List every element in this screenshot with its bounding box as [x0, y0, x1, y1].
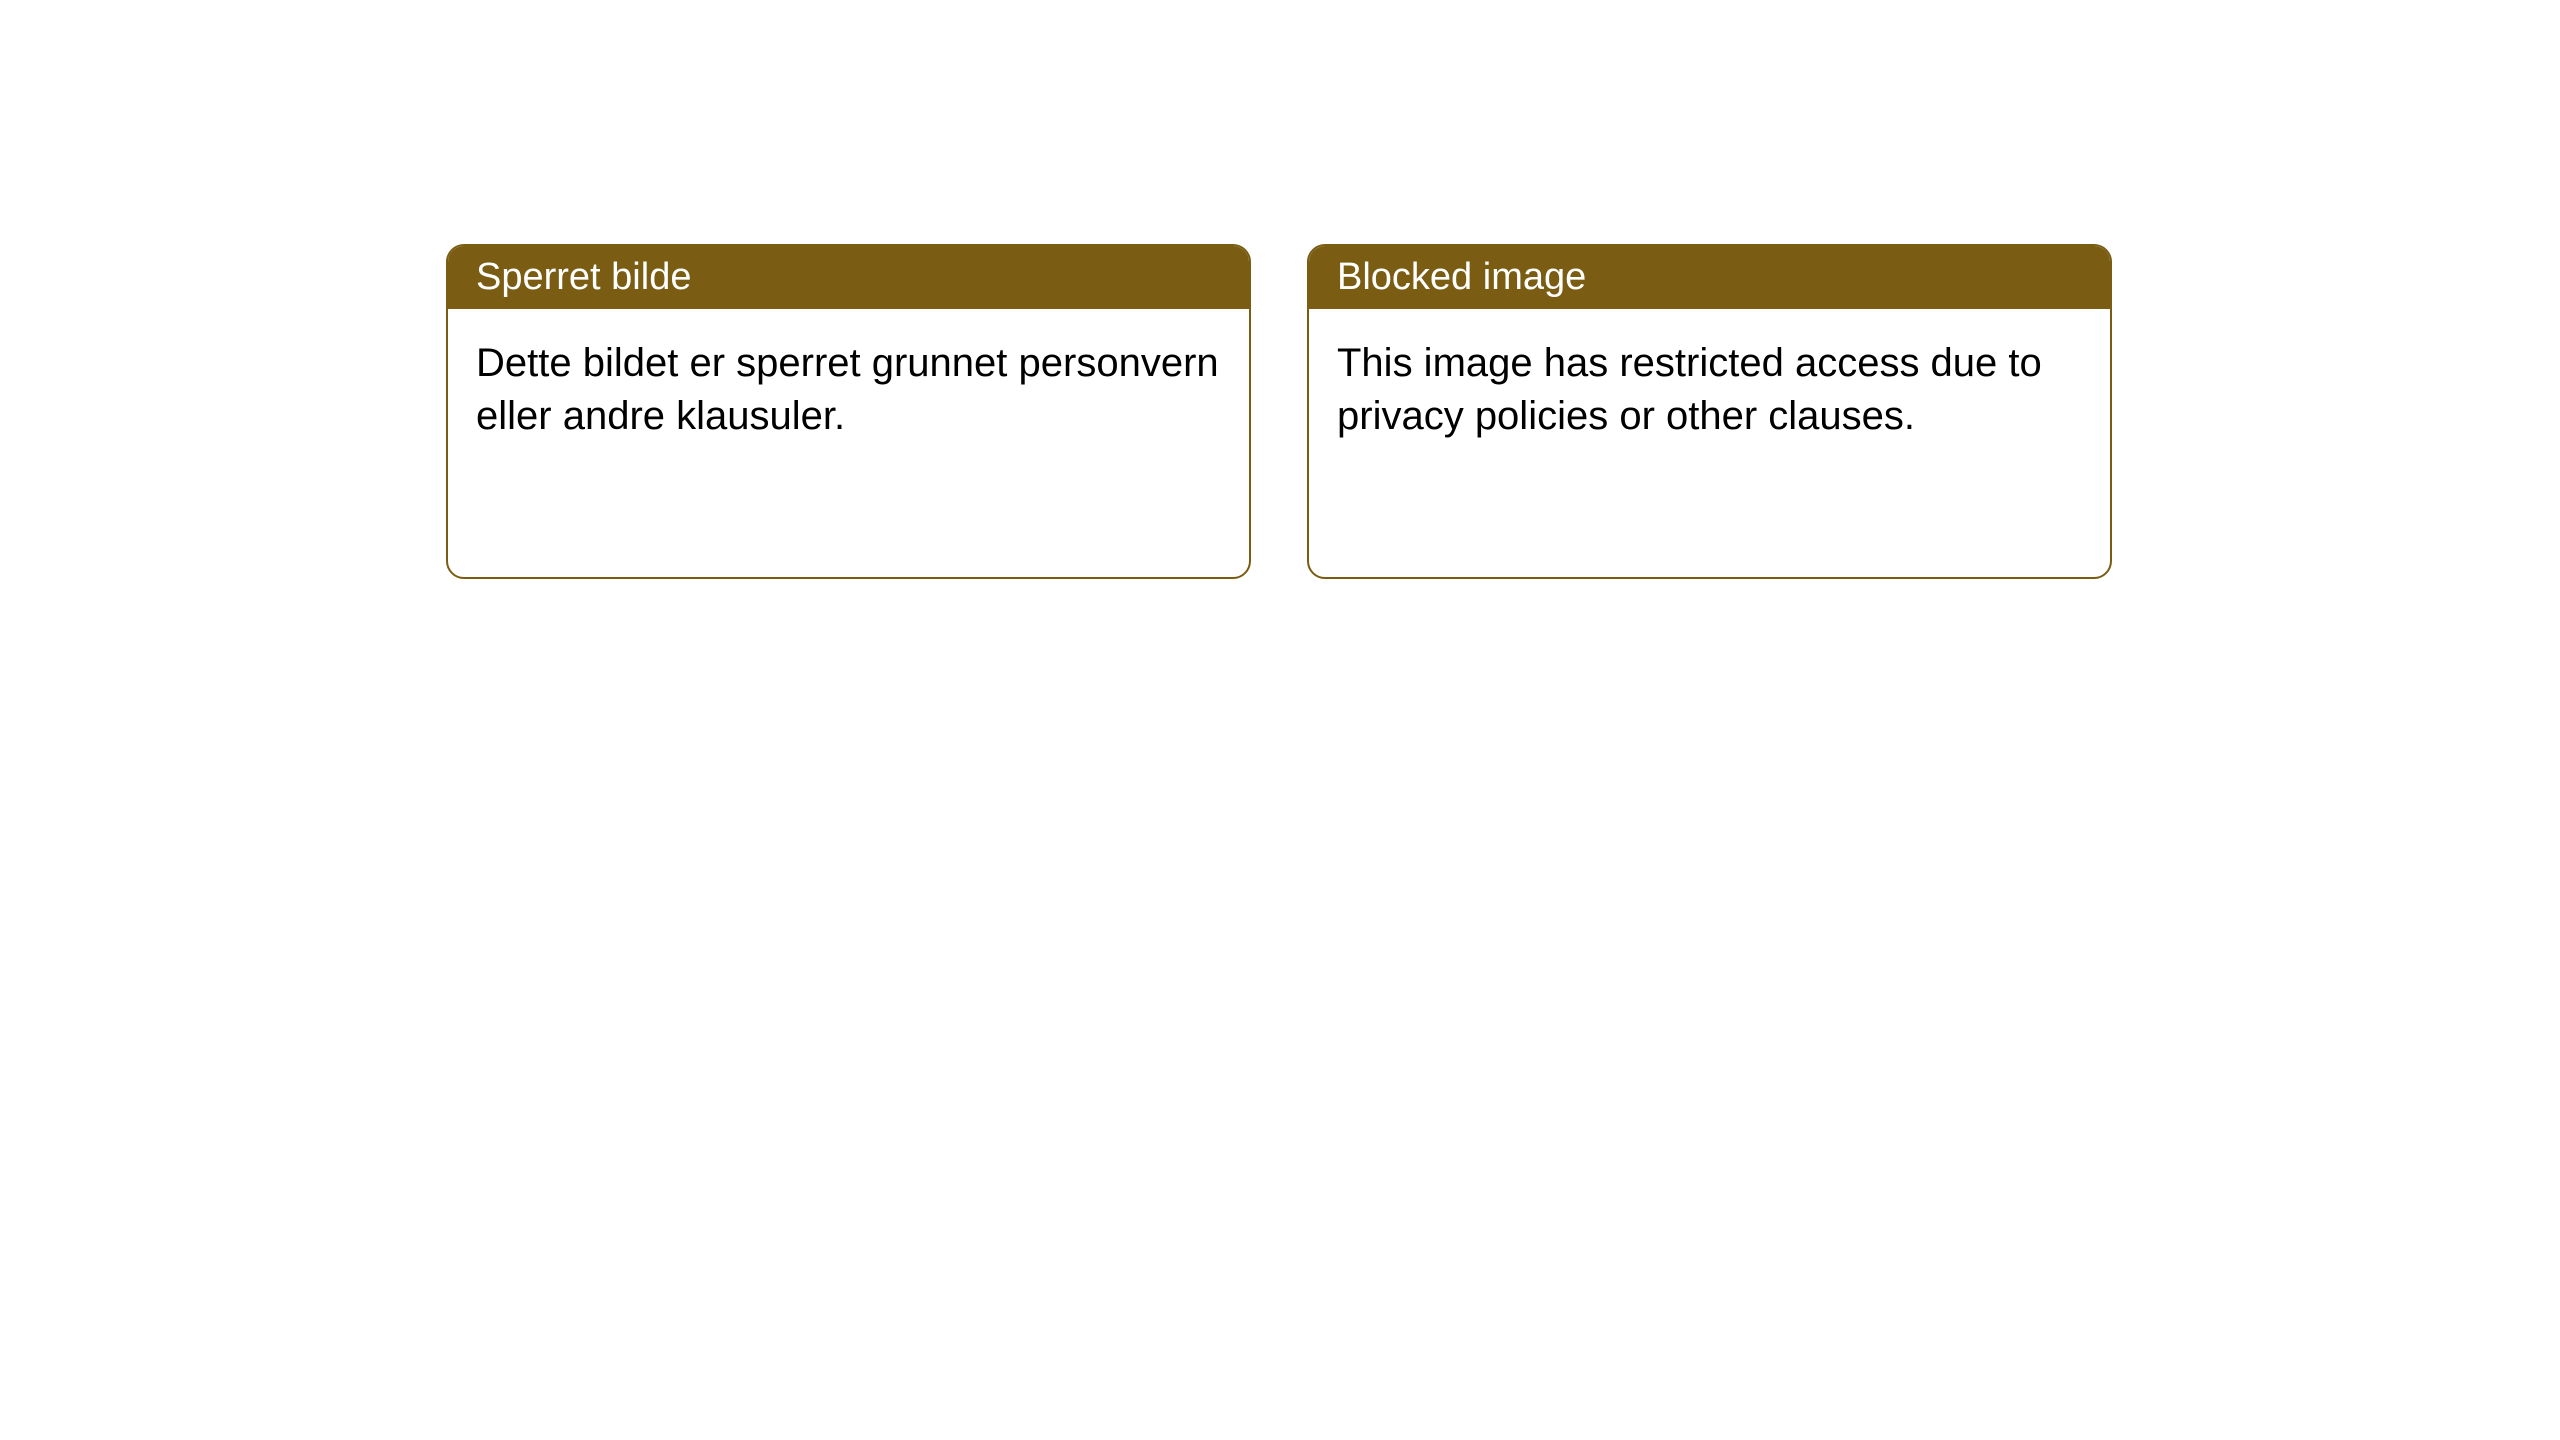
notice-card-english: Blocked image This image has restricted … — [1307, 244, 2112, 579]
card-header-english: Blocked image — [1309, 246, 2110, 309]
card-body-text-norwegian: Dette bildet er sperret grunnet personve… — [476, 341, 1219, 438]
notice-card-norwegian: Sperret bilde Dette bildet er sperret gr… — [446, 244, 1251, 579]
card-title-norwegian: Sperret bilde — [476, 256, 691, 298]
card-body-english: This image has restricted access due to … — [1309, 309, 2110, 471]
card-title-english: Blocked image — [1337, 256, 1586, 298]
card-body-text-english: This image has restricted access due to … — [1337, 341, 2042, 438]
card-body-norwegian: Dette bildet er sperret grunnet personve… — [448, 309, 1249, 471]
notice-container: Sperret bilde Dette bildet er sperret gr… — [446, 244, 2112, 579]
card-header-norwegian: Sperret bilde — [448, 246, 1249, 309]
